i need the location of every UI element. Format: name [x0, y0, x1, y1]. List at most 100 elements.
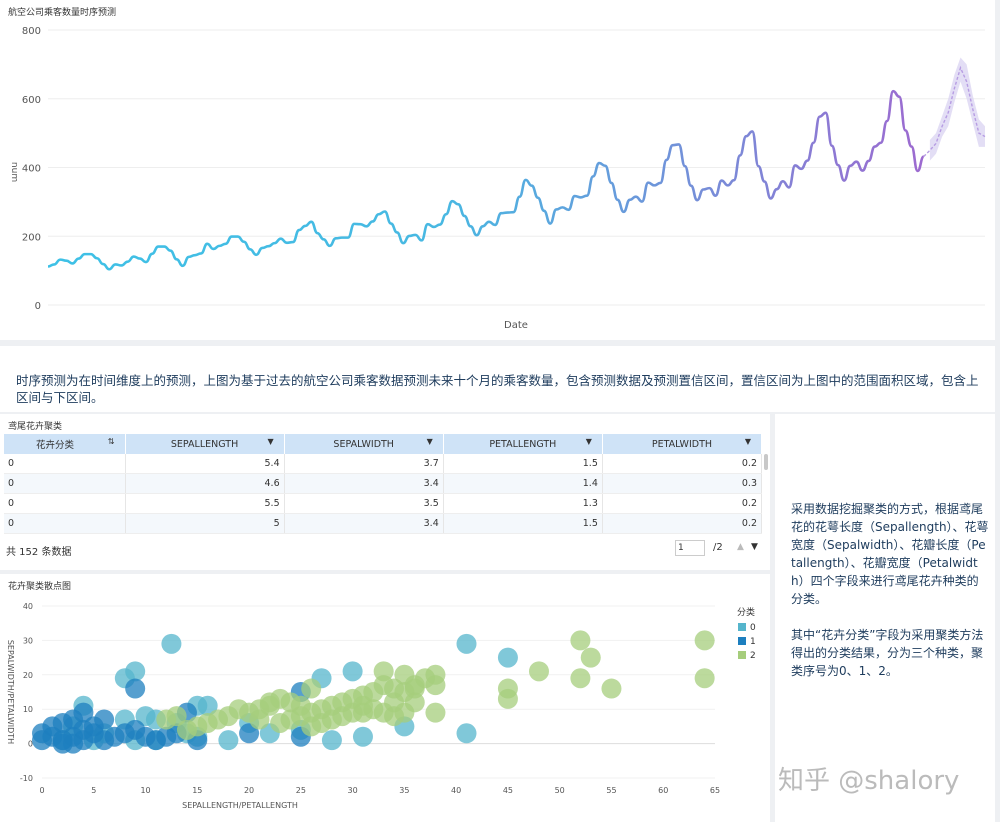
scatter-point-2: [570, 630, 591, 651]
table-cell: 3.4: [284, 513, 444, 534]
scatter-point-2: [694, 668, 715, 689]
scatter-point-2: [373, 661, 394, 682]
x-tick-label: 45: [503, 786, 513, 795]
x-tick-label: 50: [555, 786, 565, 795]
y-tick-label: 800: [22, 26, 41, 37]
forecast-description-text: 时序预测为在时间维度上的预测，上图为基于过去的航空公司乘客数据预测未来十个月的乘…: [16, 373, 979, 405]
scatter-point-2: [601, 678, 622, 699]
chevron-down-icon[interactable]: ▼: [426, 437, 433, 446]
scatter-point-1: [94, 709, 115, 730]
prev-page-icon[interactable]: ▲: [737, 542, 744, 552]
iris-table-panel: 鸢尾花卉聚类 花卉分类 ⇅ SEPALLENGTH ▼ SEPALWIDTH ▼ PE…: [0, 414, 770, 570]
clustering-paragraph-2: 其中“花卉分类”字段为采用聚类方法得出的分类结果，分为三个种类，聚类序号为0、1…: [791, 628, 984, 678]
table-scrollbar[interactable]: [764, 454, 768, 470]
legend-label-2: 2: [750, 651, 756, 661]
table-cell: 0.2: [602, 493, 763, 514]
x-tick-label: 30: [348, 786, 358, 795]
scatter-point-2: [580, 647, 601, 668]
x-tick-label: 25: [296, 786, 306, 795]
table-cell: 3.7: [284, 454, 444, 474]
table-cell: 1.4: [443, 473, 603, 494]
scatter-point-2: [528, 661, 549, 682]
forecast-chart-title: 航空公司乘客数量时序预测: [8, 8, 117, 18]
forecast-chart-panel: 航空公司乘客数量时序预测 0 200 400 600 800 num Date: [0, 0, 995, 340]
scatter-point-0: [456, 633, 477, 654]
y-tick-label: 0: [35, 301, 41, 312]
x-tick-label: 65: [710, 786, 720, 795]
y-tick-label: 0: [28, 740, 33, 749]
table-row[interactable]: 0 5.5 3.5 1.3 0.2: [4, 493, 763, 514]
table-cell: 0.2: [602, 454, 763, 474]
table-cell: 3.4: [284, 473, 444, 494]
column-header-sepalwidth[interactable]: SEPALWIDTH ▼: [284, 434, 444, 454]
y-tick-label: 10: [23, 705, 33, 714]
table-row[interactable]: 0 5 3.4 1.5 0.2: [4, 513, 763, 534]
table-cell: 1.5: [443, 513, 603, 534]
scatter-chart-panel: 花卉聚类散点图 -10 0 10 20 30 40 0 5 10 15 20 25 30 35 40 45 50…: [0, 574, 770, 822]
x-tick-label: 55: [606, 786, 616, 795]
scatter-point-1: [32, 730, 52, 751]
y-tick-label: 40: [23, 602, 33, 611]
x-tick-label: 60: [658, 786, 668, 795]
y-tick-label: 200: [22, 232, 41, 243]
table-row[interactable]: 0 5.4 3.7 1.5 0.2: [4, 454, 763, 474]
scatter-point-0: [218, 730, 239, 751]
y-axis-label: SEPALWIDTH/PETALWIDTH: [6, 640, 15, 744]
scatter-point-0: [321, 730, 342, 751]
column-header-category[interactable]: 花卉分类 ⇅: [4, 434, 126, 454]
y-tick-label: 30: [23, 636, 33, 645]
legend-label-1: 1: [750, 637, 756, 647]
scatter-point-0: [161, 633, 182, 654]
y-tick-label: 400: [22, 164, 41, 175]
scatter-point-2: [301, 678, 322, 699]
scatter-point-2: [694, 630, 715, 651]
legend-swatch-0: [738, 623, 746, 631]
column-header-petalwidth[interactable]: PETALWIDTH ▼: [602, 434, 763, 454]
x-tick-label: 35: [399, 786, 409, 795]
y-axis-label: num: [9, 162, 19, 182]
column-header-petallength[interactable]: PETALLENGTH ▼: [443, 434, 603, 454]
x-axis-label: Date: [504, 320, 528, 331]
legend-swatch-1: [738, 637, 746, 645]
y-tick-label: -10: [20, 774, 33, 783]
chevron-down-icon[interactable]: ▼: [585, 437, 592, 446]
scatter-point-1: [73, 730, 94, 751]
scatter-point-2: [301, 716, 322, 737]
legend-swatch-2: [738, 651, 746, 659]
scatter-chart-title: 花卉聚类散点图: [8, 582, 72, 592]
scatter-point-2: [259, 695, 280, 716]
table-cell: 0: [4, 473, 126, 494]
sort-icon[interactable]: ⇅: [107, 437, 115, 446]
scatter-point-2: [352, 702, 373, 723]
iris-data-table: 花卉分类 ⇅ SEPALLENGTH ▼ SEPALWIDTH ▼ PETALLENG…: [4, 434, 763, 534]
scatter-point-2: [176, 719, 197, 740]
forecast-series-line: [923, 65, 986, 157]
x-tick-label: 0: [39, 786, 44, 795]
chevron-down-icon[interactable]: ▼: [267, 437, 274, 446]
legend-label-0: 0: [750, 623, 756, 633]
table-cell: 1.5: [443, 454, 603, 474]
scatter-point-2: [425, 675, 446, 696]
scatter-point-2: [404, 675, 425, 696]
forecast-line-chart: 0 200 400 600 800 num Date: [9, 26, 986, 331]
table-cell: 5.5: [125, 493, 285, 514]
scatter-point-2: [270, 712, 291, 733]
scatter-point-2: [497, 688, 518, 709]
x-tick-label: 40: [451, 786, 461, 795]
iris-table-title: 鸢尾花卉聚类: [8, 422, 63, 432]
table-cell: 5: [125, 513, 285, 534]
scatter-point-2: [384, 692, 405, 713]
table-cell: 4.6: [125, 473, 285, 494]
page-total: /2: [713, 542, 723, 553]
history-series-line: [47, 89, 925, 271]
scatter-point-2: [570, 668, 591, 689]
legend-title: 分类: [737, 606, 755, 618]
table-row[interactable]: 0 4.6 3.4 1.4 0.3: [4, 473, 763, 494]
chevron-down-icon[interactable]: ▼: [744, 437, 751, 446]
record-count: 共 152 条数据: [6, 547, 72, 558]
next-page-icon[interactable]: ▼: [751, 542, 758, 552]
scatter-point-2: [156, 709, 177, 730]
table-cell: 1.3: [443, 493, 603, 514]
column-header-sepallength[interactable]: SEPALLENGTH ▼: [125, 434, 285, 454]
page-number-input[interactable]: 1: [675, 540, 705, 556]
